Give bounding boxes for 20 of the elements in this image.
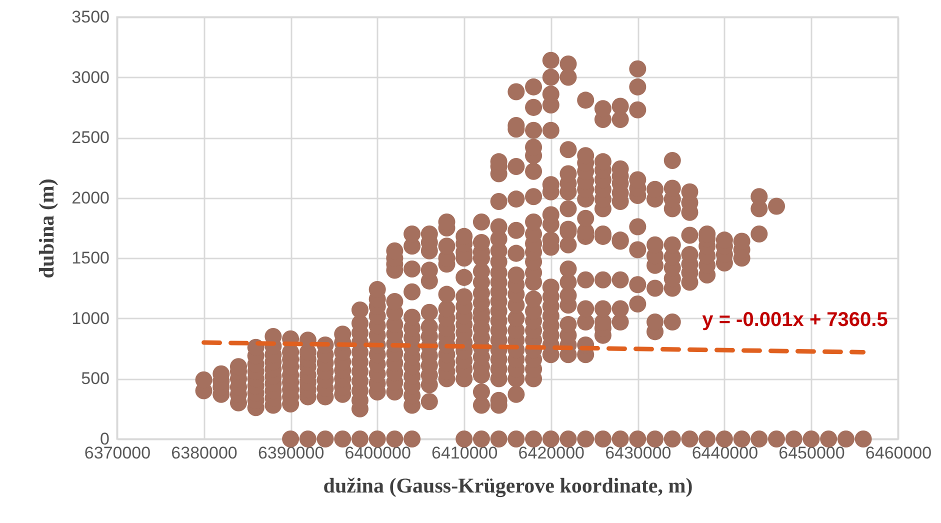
x-tick-label: 6460000 <box>865 444 932 462</box>
x-tick-label: 6450000 <box>778 444 845 462</box>
x-tick-label: 6380000 <box>171 444 238 462</box>
y-tick-label: 3500 <box>72 8 110 26</box>
x-tick-label: 6390000 <box>258 444 324 462</box>
y-tick-label: 1500 <box>72 248 110 268</box>
x-tick-label: 6400000 <box>344 444 411 462</box>
x-tick-label: 6420000 <box>518 444 584 462</box>
y-axis-title: dubina (m) <box>34 178 59 278</box>
x-tick-label: 6410000 <box>432 444 498 462</box>
y-tick-label: 3000 <box>72 68 110 87</box>
x-tick-label: 6370000 <box>84 444 151 462</box>
annotation: y = -0.001x + 7360.5 <box>702 309 888 331</box>
y-tick-label: 500 <box>81 369 110 388</box>
y-tick-label: 2500 <box>72 128 110 148</box>
y-tick-label: 1000 <box>72 308 110 328</box>
x-tick-label: 6440000 <box>692 444 758 462</box>
x-axis-title: dužina (Gauss-Krügerove koordinate, m) <box>323 474 693 498</box>
y-tick-label: 2000 <box>72 188 110 208</box>
x-tick-label: 6430000 <box>605 444 672 462</box>
